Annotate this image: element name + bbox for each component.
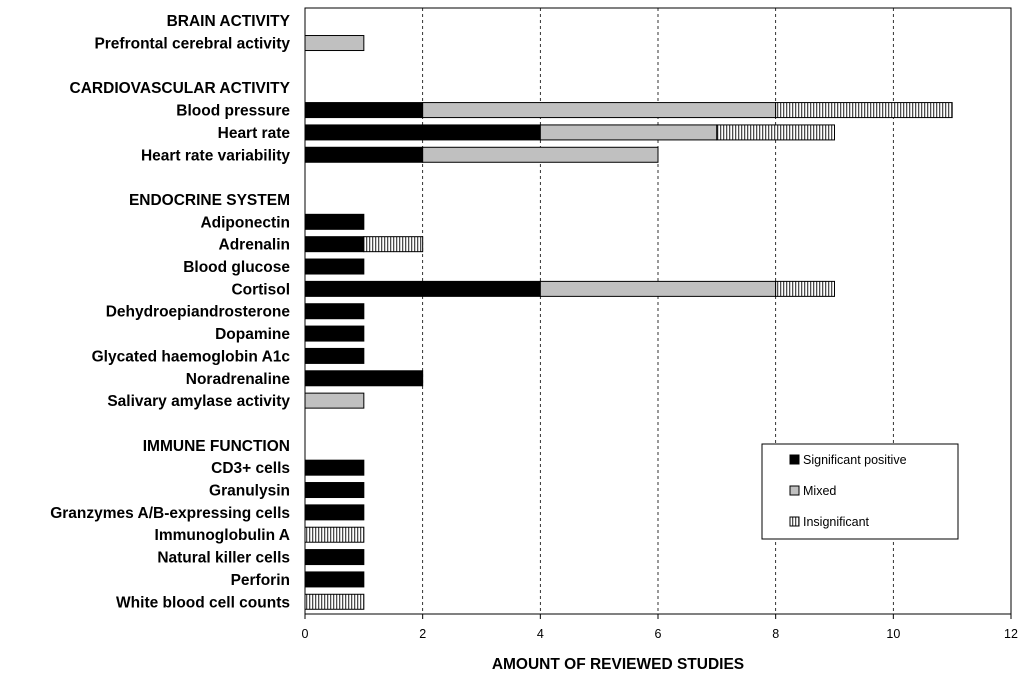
category-label-natural-killer-cells: Natural killer cells — [157, 550, 290, 567]
bar-blood-pressure-mixed — [422, 102, 777, 119]
category-label-adrenalin: Adrenalin — [219, 237, 290, 254]
legend-swatch-insignificant — [789, 516, 800, 527]
category-label-prefrontal-cerebral-activity: Prefrontal cerebral activity — [94, 36, 290, 53]
bar-prefrontal-cerebral-activity-mixed — [304, 35, 365, 52]
category-label-heart-rate: Heart rate — [218, 125, 291, 142]
bar-white-blood-cell-counts-insignificant — [304, 593, 365, 610]
category-label-adiponectin: Adiponectin — [200, 214, 290, 231]
x-tick-label-4: 4 — [537, 627, 544, 641]
group-header-brain-activity: BRAIN ACTIVITY — [167, 13, 291, 30]
bar-blood-glucose-significant-positive — [304, 258, 365, 275]
bar-heart-rate-insignificant — [716, 124, 835, 141]
x-tick-label-2: 2 — [419, 627, 426, 641]
x-tick-label-10: 10 — [886, 627, 900, 641]
category-label-immunoglobulin-a: Immunoglobulin A — [155, 527, 290, 544]
bar-heart-rate-variability-mixed — [422, 146, 659, 163]
bar-adiponectin-significant-positive — [304, 213, 365, 230]
bar-heart-rate-mixed — [539, 124, 718, 141]
bar-cortisol-insignificant — [775, 280, 836, 297]
x-tick-label-6: 6 — [655, 627, 662, 641]
category-label-noradrenaline: Noradrenaline — [186, 371, 291, 388]
group-header-endocrine-system: ENDOCRINE SYSTEM — [129, 192, 290, 209]
category-label-cd3-cells: CD3+ cells — [211, 460, 290, 477]
x-tick-label-0: 0 — [302, 627, 309, 641]
x-tick-label-12: 12 — [1004, 627, 1018, 641]
category-label-glycated-haemoglobin-a1c: Glycated haemoglobin A1c — [92, 348, 291, 365]
bar-salivary-amylase-activity-mixed — [304, 392, 365, 409]
bar-heart-rate-variability-significant-positive — [304, 146, 424, 163]
bar-adrenalin-insignificant — [363, 236, 424, 253]
bar-cortisol-mixed — [539, 280, 777, 297]
category-label-heart-rate-variability: Heart rate variability — [141, 147, 290, 164]
legend-swatch-mixed — [789, 485, 800, 496]
bar-granulysin-significant-positive — [304, 482, 365, 499]
legend-swatch-significant-positive — [789, 454, 800, 465]
category-label-white-blood-cell-counts: White blood cell counts — [116, 594, 290, 611]
category-label-blood-glucose: Blood glucose — [183, 259, 290, 276]
bar-immunoglobulin-a-insignificant — [304, 526, 365, 543]
legend-label-insignificant: Insignificant — [803, 515, 870, 529]
legend: Significant positive Mixed Insignificant — [761, 443, 959, 540]
x-tick-label-8: 8 — [772, 627, 779, 641]
bar-blood-pressure-significant-positive — [304, 102, 424, 119]
bar-natural-killer-cells-significant-positive — [304, 549, 365, 566]
bar-perforin-significant-positive — [304, 571, 365, 588]
bar-cd3-cells-significant-positive — [304, 459, 365, 476]
bar-dehydroepiandrosterone-significant-positive — [304, 303, 365, 320]
category-label-salivary-amylase-activity: Salivary amylase activity — [107, 393, 290, 410]
category-labels: BRAIN ACTIVITY Prefrontal cerebral activi… — [50, 13, 290, 611]
category-label-perforin: Perforin — [231, 572, 290, 589]
bar-noradrenaline-significant-positive — [304, 370, 424, 387]
legend-label-significant-positive: Significant positive — [803, 453, 907, 467]
x-axis-title: AMOUNT OF REVIEWED STUDIES — [492, 656, 744, 673]
legend-label-mixed: Mixed — [803, 484, 836, 498]
category-label-cortisol: Cortisol — [231, 281, 290, 298]
group-header-immune-function: IMMUNE FUNCTION — [143, 438, 290, 455]
bar-adrenalin-significant-positive — [304, 236, 365, 253]
category-label-dehydroepiandrosterone: Dehydroepiandrosterone — [106, 304, 291, 321]
bar-cortisol-significant-positive — [304, 280, 541, 297]
bar-dopamine-significant-positive — [304, 325, 365, 342]
x-axis-ticks: 0 2 4 6 8 10 12 — [302, 614, 1018, 641]
bar-blood-pressure-insignificant — [775, 102, 953, 119]
category-label-granulysin: Granulysin — [209, 483, 290, 500]
bar-heart-rate-significant-positive — [304, 124, 541, 141]
bar-granzymes-a-b-expressing-cells-significant-positive — [304, 504, 365, 521]
group-header-cardiovascular-activity: CARDIOVASCULAR ACTIVITY — [70, 80, 291, 97]
category-label-dopamine: Dopamine — [215, 326, 290, 343]
category-label-blood-pressure: Blood pressure — [176, 103, 290, 120]
category-label-granzymes-a-b-expressing-cells: Granzymes A/B-expressing cells — [50, 505, 290, 522]
bars — [304, 35, 953, 610]
bar-glycated-haemoglobin-a1c-significant-positive — [304, 347, 365, 364]
